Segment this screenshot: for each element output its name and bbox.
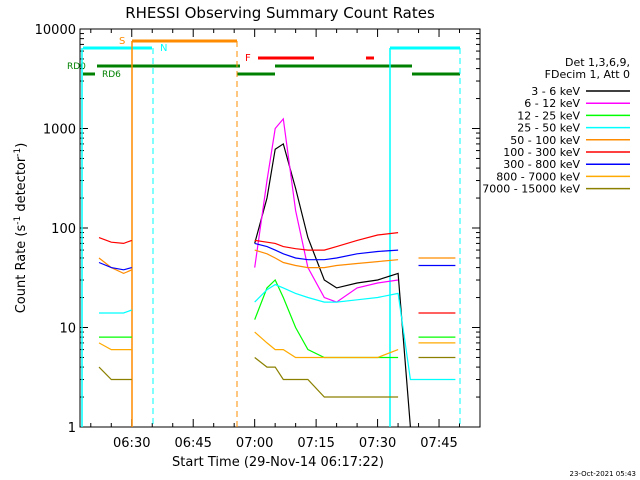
series-line	[98, 237, 133, 245]
series-group	[98, 117, 456, 428]
x-axis-label: Start Time (29-Nov-14 06:17:22)	[172, 455, 384, 470]
y-axis-label: Count Rate (s-1 detector-1)	[13, 143, 29, 314]
series-line	[98, 261, 132, 271]
x-axis: 06:30 06:45 07:00 07:15 07:30 07:45	[90, 29, 481, 451]
series-line	[254, 278, 399, 359]
series-line	[254, 232, 399, 251]
legend-entry-label: 12 - 25 keV	[517, 109, 580, 122]
flag-s-label: S	[119, 36, 125, 47]
series-line	[98, 366, 132, 381]
boundary-lines	[81, 41, 461, 427]
flag-n-label: N	[160, 43, 167, 54]
legend: Det 1,3,6,9, FDecim 1, Att 0 3 - 6 keV6 …	[482, 56, 630, 196]
y-tick-label: 1000	[43, 123, 76, 138]
series-line	[254, 249, 399, 269]
series-line	[254, 331, 399, 359]
series-line	[99, 309, 133, 314]
series-7000-15000keV	[98, 356, 456, 398]
legend-entry-label: 25 - 50 keV	[517, 122, 580, 135]
chart-title: RHESSI Observing Summary Count Rates	[125, 4, 435, 22]
y-tick-label: 1	[68, 421, 76, 436]
legend-entry-label: 3 - 6 keV	[531, 85, 580, 98]
series-800-7000keV	[98, 331, 456, 359]
y-tick-label: 10	[59, 322, 76, 337]
y-tick-label: 100	[51, 222, 76, 237]
y-axis: 1 10 100 1000 10000	[35, 23, 480, 436]
x-tick-label: 06:45	[174, 436, 211, 451]
plot-frame	[79, 28, 481, 428]
legend-entry-label: 800 - 7000 keV	[496, 170, 580, 183]
series-50-100keV	[98, 249, 456, 275]
x-tick-label: 07:15	[297, 436, 334, 451]
legend-header-2: FDecim 1, Att 0	[545, 68, 630, 81]
legend-entry-label: 300 - 800 keV	[503, 158, 580, 171]
legend-entry-label: 6 - 12 keV	[524, 97, 580, 110]
series-line	[254, 117, 399, 303]
series-line	[98, 257, 133, 275]
legend-entry-label: 7000 - 15000 keV	[482, 183, 580, 196]
flag-rd0-label: RD0	[67, 62, 86, 72]
series-line	[254, 283, 456, 381]
series-line	[98, 342, 132, 351]
x-tick-label: 07:45	[420, 436, 457, 451]
footer-timestamp: 23-Oct-2021 05:43	[570, 470, 636, 478]
flag-rd6-label: RD6	[102, 70, 121, 80]
series-25-50keV	[99, 283, 456, 381]
series-line	[254, 242, 399, 261]
y-tick-label: 10000	[35, 23, 76, 38]
legend-entry-label: 50 - 100 keV	[510, 134, 580, 147]
flag-f-label: F	[245, 53, 251, 64]
series-100-300keV	[98, 232, 456, 314]
series-3-6keV	[254, 142, 411, 428]
legend-entry-label: 100 - 300 keV	[503, 146, 580, 159]
legend-header-1: Det 1,3,6,9,	[565, 56, 630, 69]
series-line	[254, 357, 399, 398]
series-300-800keV	[98, 242, 456, 271]
x-tick-label: 07:30	[359, 436, 396, 451]
x-tick-label: 07:00	[236, 436, 273, 451]
series-6-12keV	[254, 117, 399, 303]
attenuator-flags: S N F RD0 RD6	[67, 36, 460, 80]
x-tick-label: 06:30	[113, 436, 150, 451]
series-line	[254, 142, 411, 428]
